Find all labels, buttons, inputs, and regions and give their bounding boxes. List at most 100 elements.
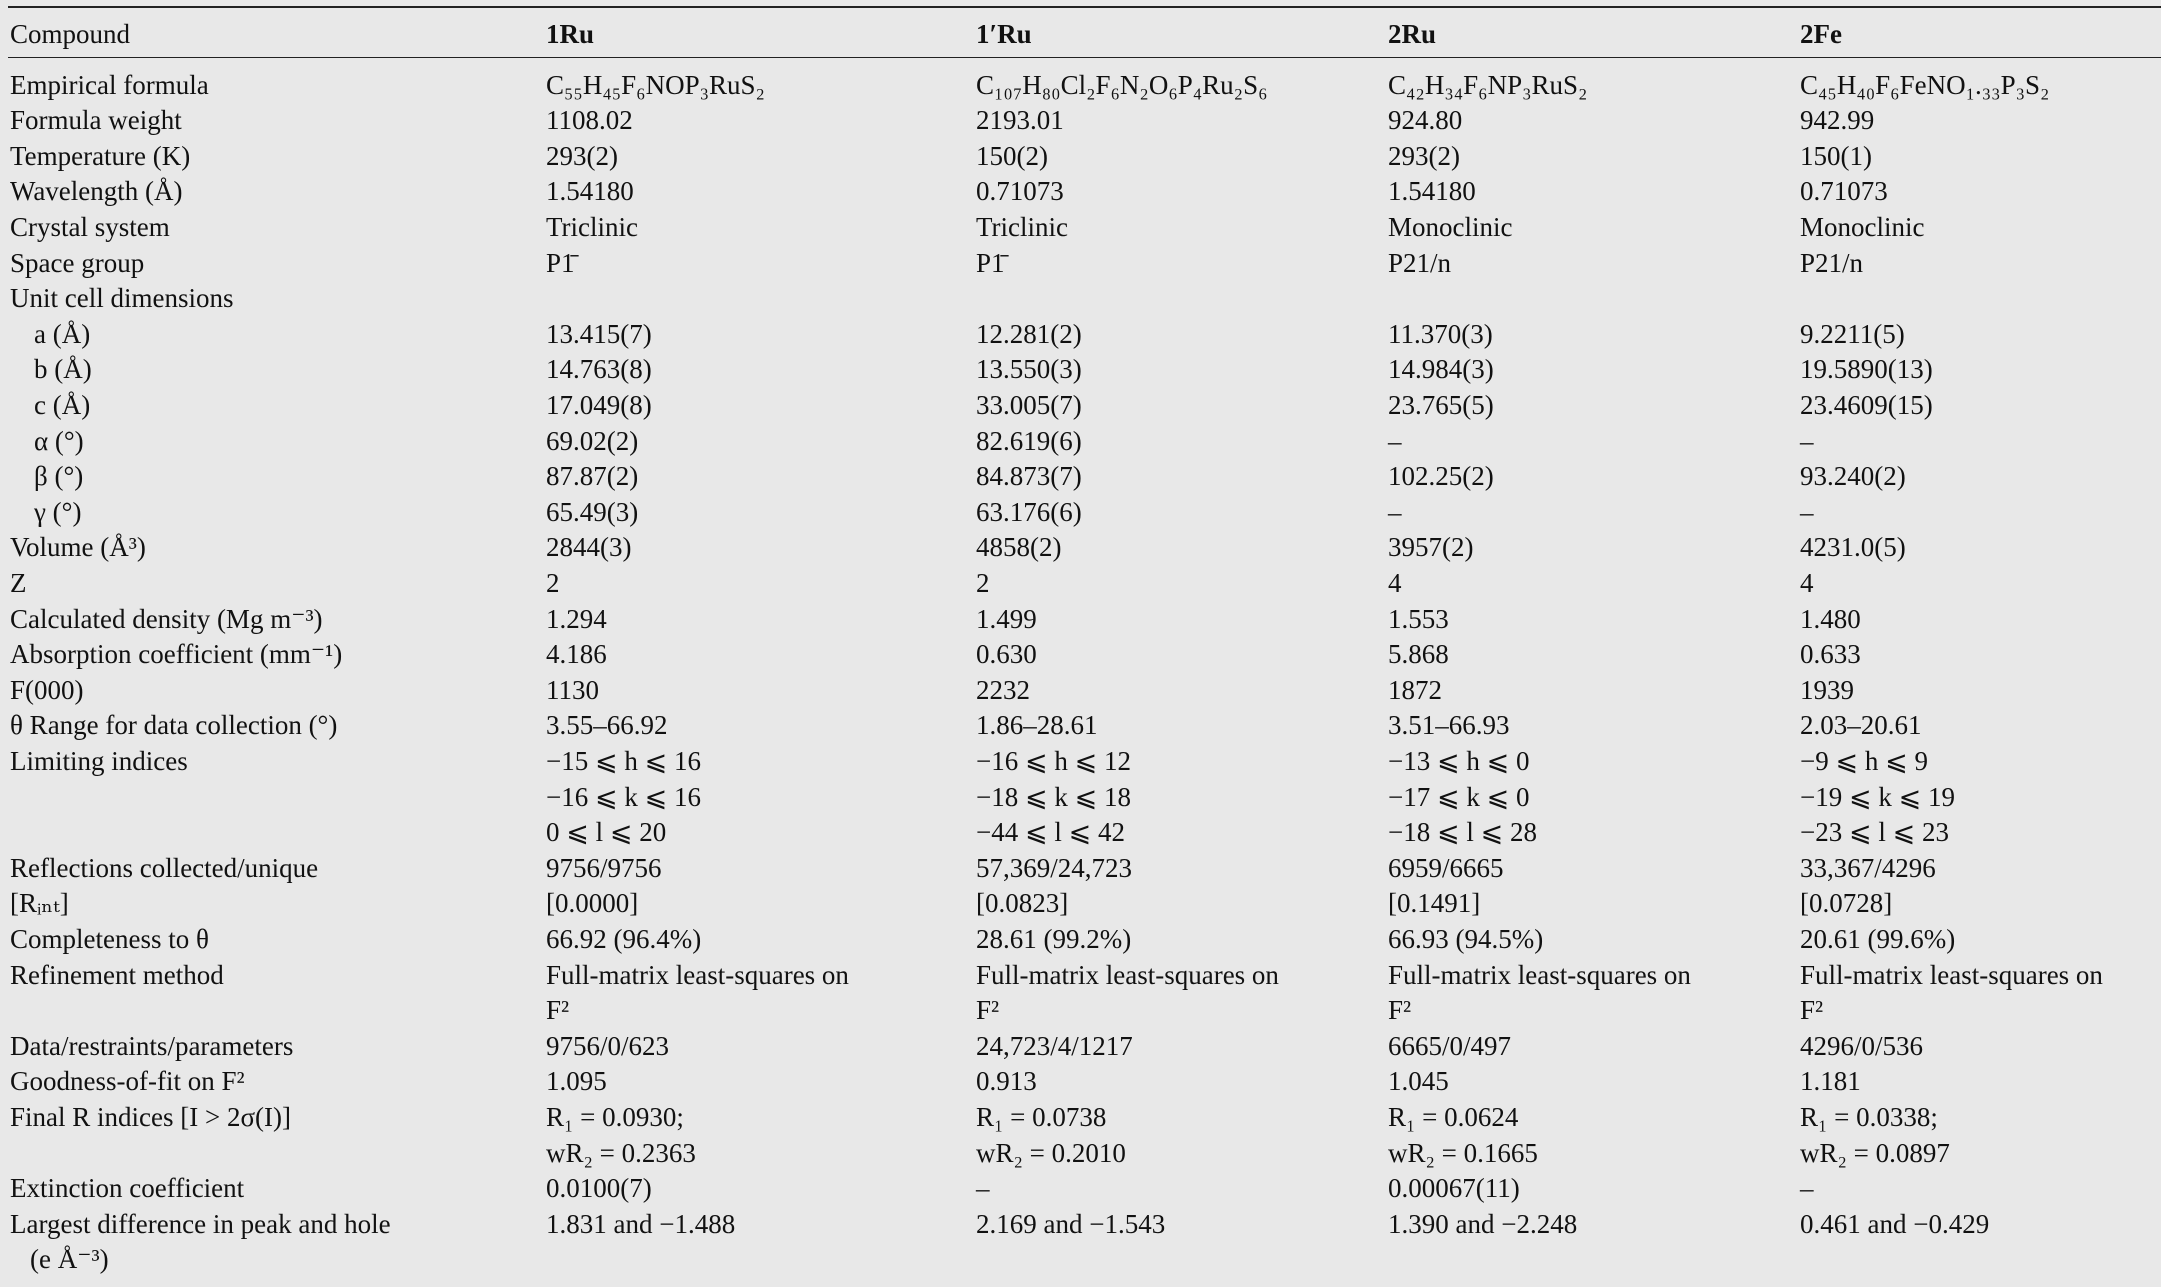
row-label: Calculated density (Mg m⁻³) [10,603,323,634]
cell: 102.25(2) [1388,461,1494,492]
row-label: Data/restraints/parameters [10,1030,294,1061]
row-label: Crystal system [10,212,170,242]
row-label: Formula weight [10,105,182,136]
cell: Full-matrix least-squares on [546,959,849,990]
cell: 19.5890(13) [1800,354,1933,385]
cell: −13 ⩽ h ⩽ 0 [1388,746,1530,776]
row-label: (e Å⁻³) [30,1244,109,1275]
cell: 84.873(7) [976,461,1082,492]
cell: 13.550(3) [976,354,1082,385]
cell: P1̄ [976,247,1005,278]
cell: 4 [1800,568,1814,598]
row-label: Space group [10,247,145,278]
cell: 12.281(2) [976,318,1082,349]
row-label: c (Å) [34,390,91,420]
row-label: Temperature (K) [10,140,191,171]
cell: Triclinic [976,212,1069,242]
cell: 942.99 [1800,105,1875,136]
cell: 17.049(8) [546,390,652,420]
cell: 66.93 (94.5%) [1388,924,1544,954]
cell: 1.499 [976,603,1037,634]
cell: 87.87(2) [546,461,639,492]
cell: 33.005(7) [976,390,1082,420]
cell: −17 ⩽ k ⩽ 0 [1388,781,1530,812]
cell: 1.181 [1800,1066,1861,1097]
cell: 6665/0/497 [1388,1030,1512,1061]
cell: 2 [546,568,560,598]
cell: P21/n [1388,247,1452,278]
cell: 57,369/24,723 [976,852,1133,883]
cell: 2193.01 [976,105,1064,136]
row-label: Volume (Å³) [10,532,146,563]
cell: – [1388,496,1402,527]
cell: – [1800,1173,1814,1204]
cell: 5.868 [1388,639,1449,670]
cell: 2.03–20.61 [1800,710,1922,741]
cell: P1̄ [546,247,575,278]
row-label: Largest difference in peak and hole [10,1208,391,1239]
cell: −9 ⩽ h ⩽ 9 [1800,746,1928,776]
cell: [0.0823] [976,888,1069,919]
cell: 9.2211(5) [1800,318,1905,349]
cell: 2844(3) [546,532,632,563]
cell: 9756/9756 [546,852,662,883]
cell: 1.390 and −2.248 [1388,1208,1578,1239]
cell: −16 ⩽ h ⩽ 12 [976,746,1131,776]
cell: Monoclinic [1800,212,1925,242]
cell: wR₂ = 0.2010 [976,1137,1126,1168]
row-label: α (°) [34,425,84,456]
row-label: Final R indices [I > 2σ(I)] [10,1102,291,1132]
cell: 4296/0/536 [1800,1030,1924,1061]
cell: 0.461 and −0.429 [1800,1208,1990,1239]
cell: 0 ⩽ l ⩽ 20 [546,817,667,848]
cell: F² [1800,995,1824,1026]
cell: 23.4609(15) [1800,390,1933,420]
cell: 0.633 [1800,639,1861,670]
header-rule [8,57,2161,58]
cell: 4 [1388,568,1402,598]
cell: – [1800,425,1814,456]
cell: 1130 [546,674,599,705]
cell: 1.095 [546,1066,607,1097]
cell: 2232 [976,674,1030,705]
cell: −44 ⩽ l ⩽ 42 [976,817,1125,848]
column-header: 2Fe [1800,18,1842,49]
cell: F² [1388,995,1412,1026]
row-label: b (Å) [34,354,92,385]
cell: C₄₅H₄₀F₆FeNO₁.₃₃P₃S₂ [1800,69,2050,100]
top-rule [8,6,2161,8]
cell: −19 ⩽ k ⩽ 19 [1800,781,1955,812]
cell: −23 ⩽ l ⩽ 23 [1800,817,1949,848]
cell: 1.045 [1388,1066,1449,1097]
cell: 66.92 (96.4%) [546,924,702,954]
row-label: Wavelength (Å) [10,176,183,207]
cell: 924.80 [1388,105,1463,136]
cell: 1.831 and −1.488 [546,1208,736,1239]
row-label: F(000) [10,674,84,705]
cell: 1.553 [1388,603,1449,634]
cell: wR₂ = 0.0897 [1800,1137,1950,1168]
column-header: 1Ru [546,18,595,49]
cell: 3.51–66.93 [1388,710,1510,741]
cell: 1939 [1800,674,1854,705]
cell: −18 ⩽ l ⩽ 28 [1388,817,1537,848]
cell: Full-matrix least-squares on [1388,959,1691,990]
cell: – [976,1173,990,1204]
cell: 6959/6665 [1388,852,1504,883]
row-label: γ (°) [34,496,82,527]
cell: P21/n [1800,247,1864,278]
cell: [0.0728] [1800,888,1893,919]
cell: −16 ⩽ k ⩽ 16 [546,781,701,812]
cell: 13.415(7) [546,318,652,349]
cell: Triclinic [546,212,639,242]
row-label: Goodness-of-fit on F² [10,1066,245,1097]
cell: 1.294 [546,603,607,634]
cell: 1.480 [1800,603,1861,634]
cell: 150(2) [976,140,1048,171]
cell: 20.61 (99.6%) [1800,924,1956,954]
cell: wR₂ = 0.1665 [1388,1137,1538,1168]
cell: 4858(2) [976,532,1062,563]
cell: 1872 [1388,674,1442,705]
cell: 82.619(6) [976,425,1082,456]
